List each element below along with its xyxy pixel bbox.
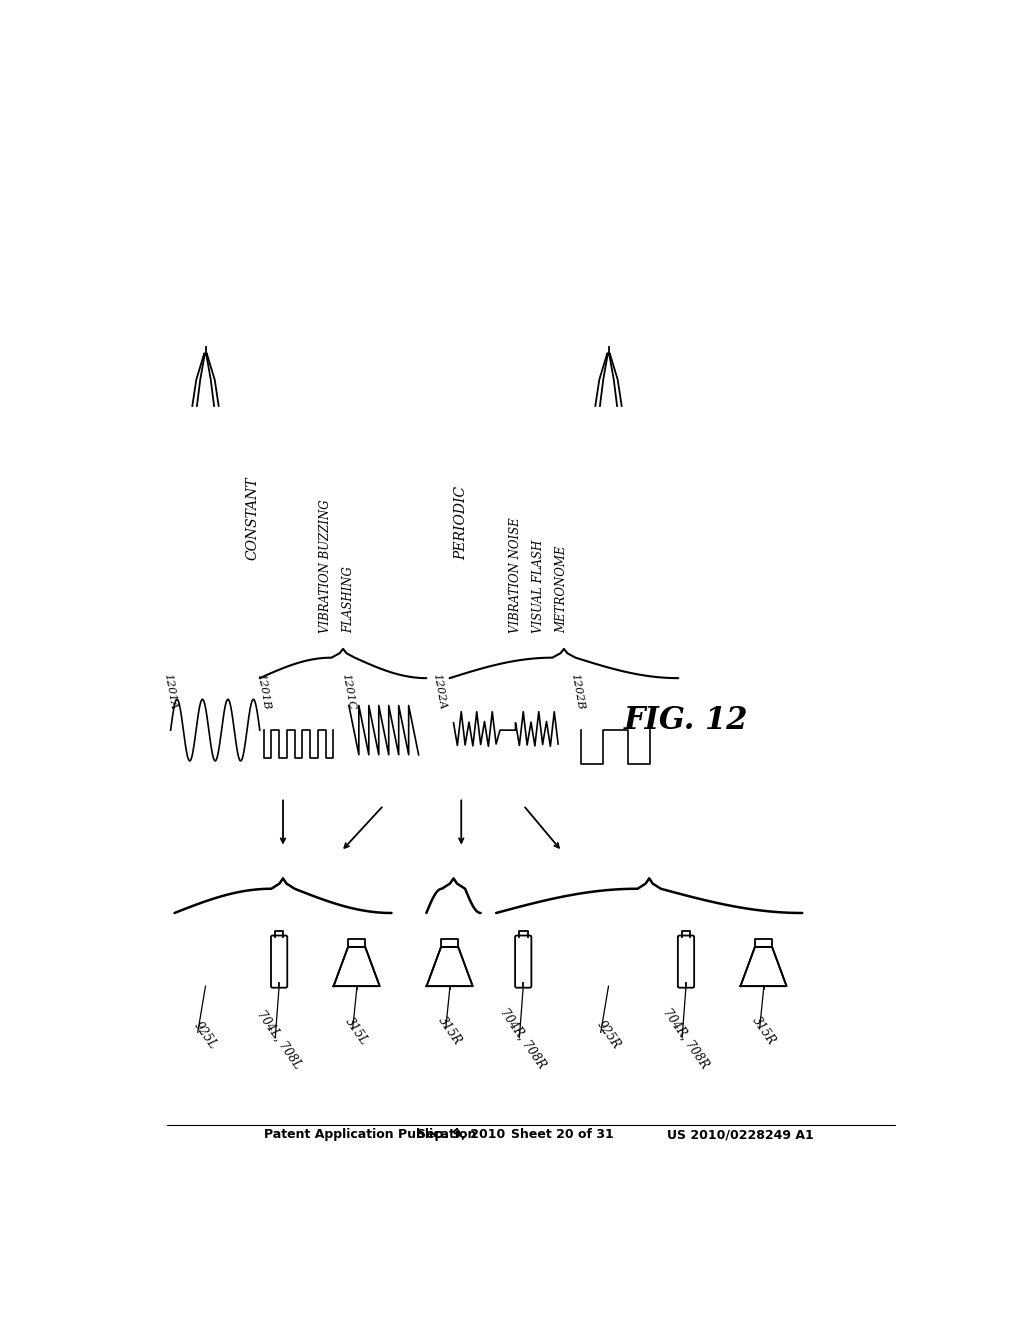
Text: VIBRATION NOISE: VIBRATION NOISE [509,517,522,634]
Text: Sheet 20 of 31: Sheet 20 of 31 [511,1129,613,1142]
Text: VISUAL FLASH: VISUAL FLASH [532,540,545,634]
Text: 925R: 925R [594,1019,623,1052]
Text: 925L: 925L [191,1019,219,1052]
Text: 1202A: 1202A [431,673,447,710]
Text: 1202B: 1202B [569,673,586,710]
Text: PERIODIC: PERIODIC [455,486,468,560]
FancyBboxPatch shape [271,936,288,987]
FancyBboxPatch shape [515,936,531,987]
Text: 315R: 315R [435,1015,464,1048]
Text: 315L: 315L [343,1015,371,1048]
Text: 315R: 315R [750,1015,778,1048]
Polygon shape [334,946,380,986]
Polygon shape [740,946,786,986]
Text: Patent Application Publication: Patent Application Publication [263,1129,476,1142]
Text: 704R, 708R: 704R, 708R [498,1006,549,1071]
Text: 1201A: 1201A [162,673,178,710]
Text: Sep. 9, 2010: Sep. 9, 2010 [417,1129,506,1142]
Text: VIBRATION BUZZING: VIBRATION BUZZING [319,500,332,634]
Polygon shape [427,946,473,986]
Text: 1201B: 1201B [255,673,271,710]
Text: 1201C: 1201C [340,673,356,711]
Text: 704R, 708R: 704R, 708R [660,1006,712,1071]
Text: METRONOME: METRONOME [555,546,568,634]
FancyBboxPatch shape [678,936,694,987]
Text: CONSTANT: CONSTANT [245,477,259,560]
Text: US 2010/0228249 A1: US 2010/0228249 A1 [667,1129,814,1142]
Text: FIG. 12: FIG. 12 [624,705,749,737]
Text: FLASHING: FLASHING [342,566,355,634]
Text: 704L, 708L: 704L, 708L [254,1007,304,1071]
